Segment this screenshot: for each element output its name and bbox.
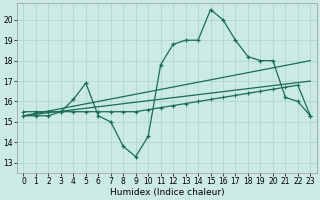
- X-axis label: Humidex (Indice chaleur): Humidex (Indice chaleur): [109, 188, 224, 197]
